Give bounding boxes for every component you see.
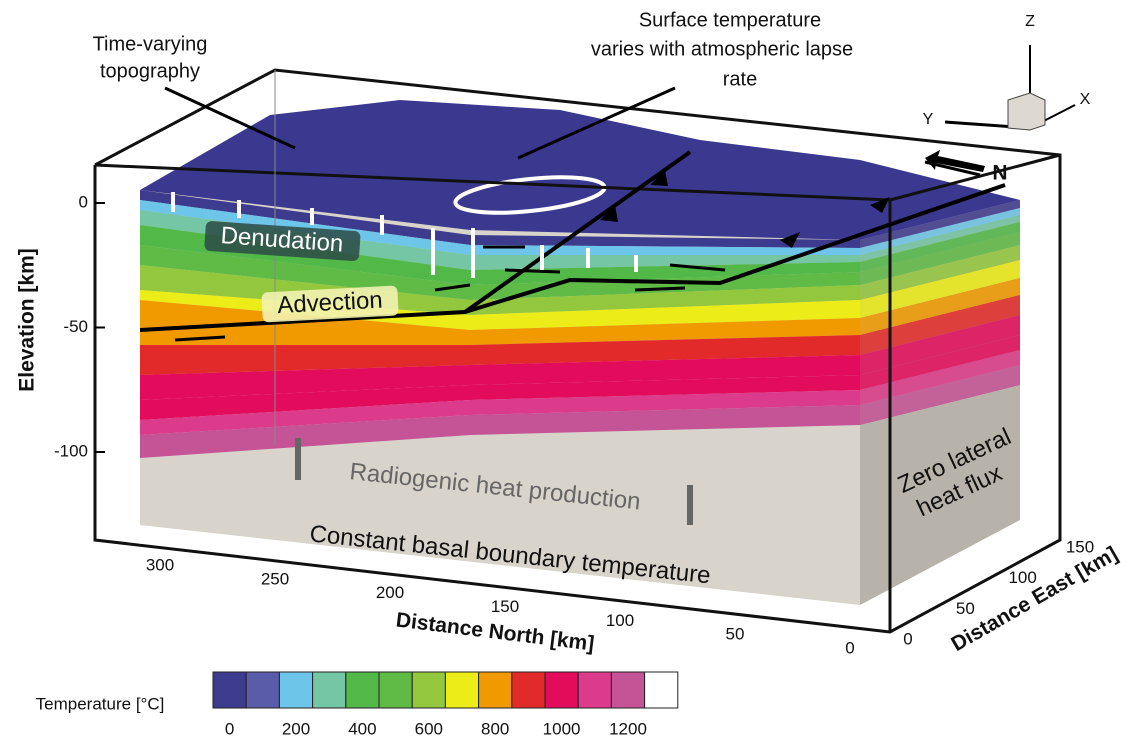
colorbar-cell [212, 671, 247, 709]
east-tick-label: 150 [1066, 537, 1094, 556]
uplift-arrows [171, 192, 638, 278]
elevation-tick-label: -100 [54, 441, 88, 460]
axis-direction: X [1080, 91, 1091, 108]
north-tick-label: 50 [726, 625, 745, 644]
temperature-layer-side [860, 208, 1020, 255]
axis-direction: Z [1025, 13, 1035, 30]
temperature-layer [140, 390, 860, 435]
colorbar-cell [411, 671, 446, 709]
temperature-layer [140, 375, 860, 420]
topography-surface [140, 100, 1020, 240]
colorbar-tick-label: 1000 [543, 719, 581, 738]
colorbar-cell [610, 671, 646, 709]
temperature-layer [140, 355, 860, 400]
temperature-layer-side [860, 232, 1020, 285]
north-tick-label: 0 [845, 638, 854, 657]
colorbar-cell [345, 671, 380, 709]
north-tick-label: 100 [606, 611, 634, 630]
colorbar-label: Temperature [°C] [36, 694, 165, 713]
colorbar-tick-label: 600 [415, 719, 443, 738]
annotation: Surface temperature [639, 9, 821, 31]
temperature-layer-side [860, 200, 1020, 248]
axis-label: Elevation [km] [16, 248, 39, 392]
temperature-layer-side [860, 222, 1020, 272]
north-tick-label: 200 [376, 583, 404, 602]
fault-teeth [600, 170, 890, 248]
colorbar-cell [478, 671, 513, 709]
colorbar-cell [378, 671, 413, 709]
north-arrow-label: N [992, 162, 1007, 185]
colorbar-tick-label: 0 [225, 719, 234, 738]
temperature-layer-side [860, 245, 1020, 300]
east-tick-label: 0 [903, 629, 912, 648]
colorbar-cell [511, 671, 546, 709]
north-tick-label: 300 [146, 555, 174, 574]
temperature-layer-side [860, 260, 1020, 318]
temperature-layer [140, 290, 860, 330]
temperature-layer-side [860, 350, 1020, 405]
colorbar-cell [577, 671, 612, 709]
annotation: varies with atmospheric lapse [591, 38, 853, 60]
elevation-tick-label: 0 [79, 192, 88, 211]
temperature-layer [140, 300, 860, 345]
label-box [204, 221, 361, 261]
colorbar-tick-label: 200 [282, 719, 310, 738]
temperature-layer-side [860, 365, 1020, 425]
colorbar-cell [245, 671, 280, 709]
colorbar: 0 200 400 600 800 1000 1200 [212, 671, 679, 738]
annotation: Time-varying [93, 33, 208, 55]
colorbar-cell [312, 671, 347, 709]
north-tick-label: 250 [261, 569, 289, 588]
colorbar-tick-label: 400 [348, 719, 376, 738]
temperature-layer-side [860, 215, 1020, 262]
colorbar-cell [644, 671, 679, 709]
bounding-box [93, 68, 1062, 634]
label-box [261, 285, 399, 323]
colorbar-cell [444, 671, 480, 709]
east-tick-label: 50 [956, 599, 975, 618]
heat-arrows [295, 438, 693, 525]
temperature-layer [140, 225, 860, 285]
annotation: Advection [277, 287, 384, 319]
colorbar-tick-label: 800 [481, 719, 509, 738]
north-arrow [925, 150, 985, 172]
slip-arrows [174, 245, 726, 342]
annotation: rate [723, 68, 757, 90]
colorbar-cell [544, 671, 579, 709]
elevation-tick-label: -50 [63, 317, 88, 336]
colorbar-cell [278, 671, 314, 709]
temperature-layer-side [860, 295, 1020, 355]
temperature-layer [140, 245, 860, 300]
temperature-layer [140, 405, 860, 458]
temperature-layer-side [860, 315, 1020, 375]
temperature-layer [140, 335, 860, 375]
temperature-layer-side [860, 335, 1020, 390]
annotation: topography [100, 60, 200, 82]
temperature-layer [140, 210, 860, 270]
temperature-layer-side [860, 278, 1020, 335]
east-tick-label: 100 [1008, 568, 1036, 587]
orientation-triad [944, 45, 1076, 131]
colorbar-tick-label: 1200 [609, 719, 647, 738]
north-tick-label: 150 [491, 597, 519, 616]
axis-direction: Y [923, 111, 934, 128]
